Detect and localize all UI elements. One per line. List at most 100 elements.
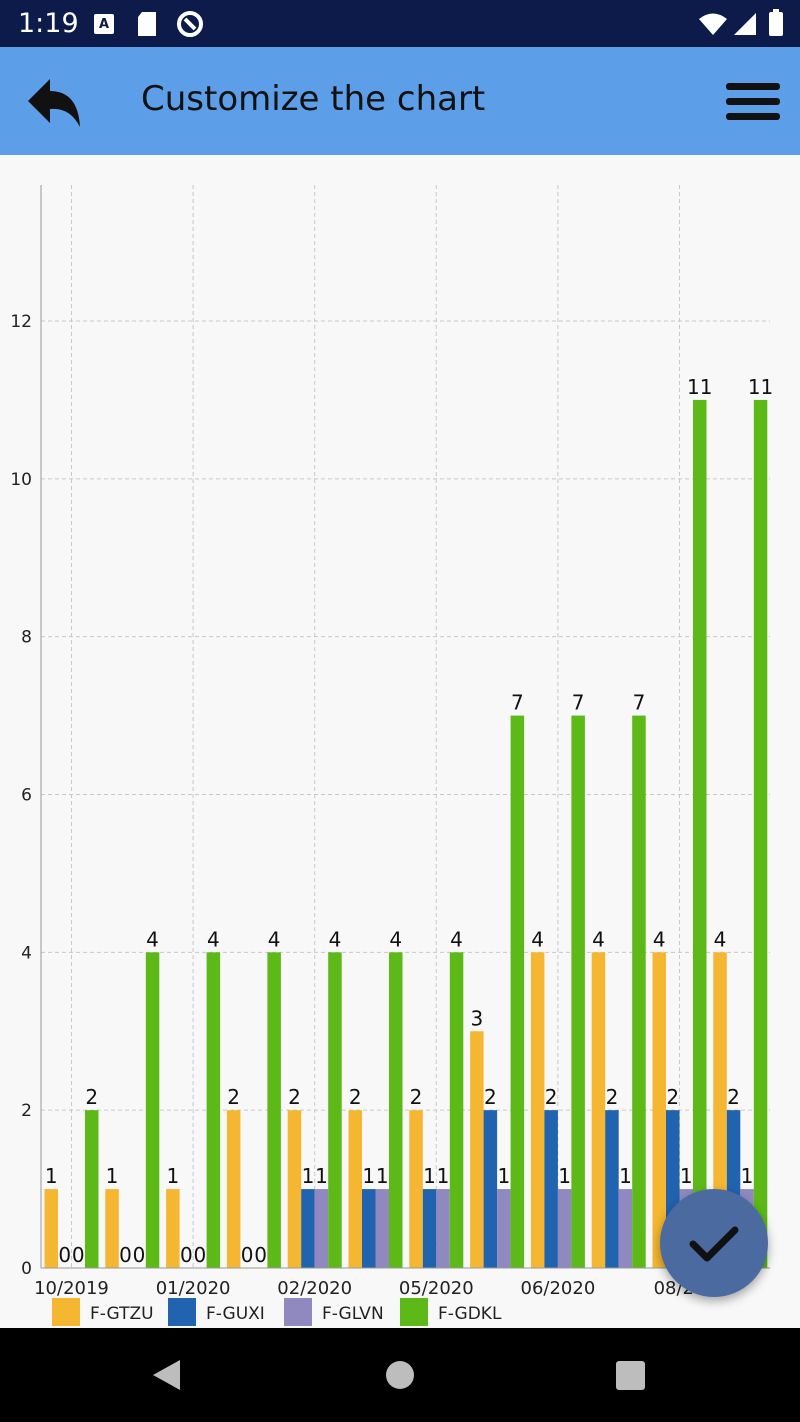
bar-f-gdkl	[510, 715, 525, 1268]
bar-f-gdkl	[85, 1110, 99, 1268]
y-tick-label: 2	[21, 1101, 32, 1121]
bar-f-gdkl	[328, 952, 342, 1268]
data-label: 1	[741, 1164, 754, 1188]
x-tick-label: 10/2019	[34, 1278, 109, 1299]
data-label: 4	[329, 927, 342, 951]
recents-nav-icon[interactable]	[616, 1361, 645, 1390]
data-label: 0	[193, 1243, 206, 1267]
data-label: 1	[166, 1164, 179, 1188]
confirm-button[interactable]	[660, 1189, 768, 1297]
page-title: Customize the chart	[141, 79, 486, 119]
data-label: 0	[72, 1243, 85, 1267]
bar-f-gtzu	[530, 952, 545, 1268]
status-bar: 1:19 A	[0, 0, 800, 47]
bar-f-gdkl	[389, 952, 403, 1268]
svg-text:A: A	[99, 17, 109, 32]
bar-f-gtzu	[470, 1031, 484, 1268]
data-label: 0	[133, 1243, 146, 1267]
data-label: 4	[714, 927, 727, 951]
bar-f-gtzu	[348, 1110, 362, 1268]
bar-f-gdkl	[206, 952, 221, 1268]
menu-button[interactable]	[722, 77, 782, 127]
bar-f-glvn	[618, 1189, 633, 1268]
bar-f-guxi	[422, 1189, 437, 1268]
x-tick-label: 05/2020	[399, 1278, 474, 1299]
bar-f-guxi	[483, 1110, 498, 1268]
data-label: 1	[619, 1164, 632, 1188]
data-label: 1	[437, 1164, 450, 1188]
data-label: 2	[227, 1085, 240, 1109]
data-label: 4	[531, 927, 544, 951]
hamburger-menu-icon	[726, 83, 780, 120]
data-label: 7	[511, 691, 524, 715]
bar-f-gtzu	[44, 1189, 58, 1268]
legend-label: F-GLVN	[322, 1304, 384, 1324]
bar-f-gdkl	[693, 399, 707, 1268]
checkmark-icon	[689, 1226, 739, 1262]
data-label: 2	[727, 1085, 740, 1109]
legend-label: F-GUXI	[206, 1304, 265, 1324]
bar-f-gdkl	[145, 952, 160, 1268]
data-label: 2	[288, 1085, 301, 1109]
data-label: 2	[410, 1085, 423, 1109]
x-tick-label: 06/2020	[521, 1278, 596, 1299]
data-label: 0	[254, 1243, 267, 1267]
data-label: 1	[302, 1164, 315, 1188]
y-tick-label: 12	[10, 312, 32, 332]
bar-f-guxi	[301, 1189, 315, 1268]
data-label: 7	[572, 691, 585, 715]
wifi-icon	[699, 13, 727, 35]
data-label: 2	[666, 1085, 679, 1109]
reply-arrow-icon	[28, 79, 80, 127]
bar-f-gtzu	[105, 1189, 119, 1268]
legend-swatch	[52, 1298, 80, 1326]
bar-f-gdkl	[267, 952, 281, 1268]
x-tick-label: 02/2020	[277, 1278, 352, 1299]
bar-f-glvn	[497, 1189, 511, 1268]
keyboard-a-icon: A	[94, 14, 114, 34]
navigation-bar	[0, 1328, 800, 1422]
data-label: 7	[633, 691, 646, 715]
legend-label: F-GTZU	[90, 1304, 154, 1324]
bar-f-glvn	[557, 1189, 572, 1268]
data-label: 2	[545, 1085, 558, 1109]
legend-label: F-GDKL	[438, 1304, 502, 1324]
data-label: 1	[376, 1164, 389, 1188]
y-tick-label: 8	[21, 628, 32, 648]
bar-f-guxi	[605, 1110, 619, 1268]
bar-f-gdkl	[571, 715, 585, 1268]
data-label: 1	[680, 1164, 693, 1188]
data-label: 1	[315, 1164, 328, 1188]
bar-f-glvn	[436, 1189, 450, 1268]
y-tick-label: 4	[21, 943, 32, 963]
y-tick-label: 6	[21, 786, 32, 806]
signal-icon	[734, 13, 756, 35]
data-label: 4	[450, 927, 463, 951]
home-nav-icon[interactable]	[386, 1361, 414, 1389]
bar-f-gtzu	[409, 1110, 423, 1268]
data-label: 0	[119, 1243, 132, 1267]
bar-f-glvn	[375, 1189, 389, 1268]
data-label: 2	[606, 1085, 619, 1109]
data-label: 0	[58, 1243, 71, 1267]
data-label: 2	[349, 1085, 362, 1109]
legend-swatch	[168, 1298, 196, 1326]
data-label: 1	[497, 1164, 510, 1188]
data-label: 1	[558, 1164, 571, 1188]
y-tick-label: 10	[10, 470, 32, 490]
data-label: 4	[592, 927, 605, 951]
data-label: 1	[45, 1164, 58, 1188]
data-label: 3	[470, 1006, 483, 1030]
bar-f-gtzu	[287, 1110, 302, 1268]
bar-f-gtzu	[591, 952, 606, 1268]
status-time: 1:19	[18, 8, 79, 39]
data-label: 1	[106, 1164, 119, 1188]
back-button[interactable]	[20, 71, 90, 131]
data-label: 11	[748, 375, 773, 399]
data-saver-icon	[177, 11, 203, 37]
data-label: 0	[241, 1243, 254, 1267]
bar-f-guxi	[362, 1189, 376, 1268]
back-nav-icon[interactable]	[153, 1360, 180, 1390]
